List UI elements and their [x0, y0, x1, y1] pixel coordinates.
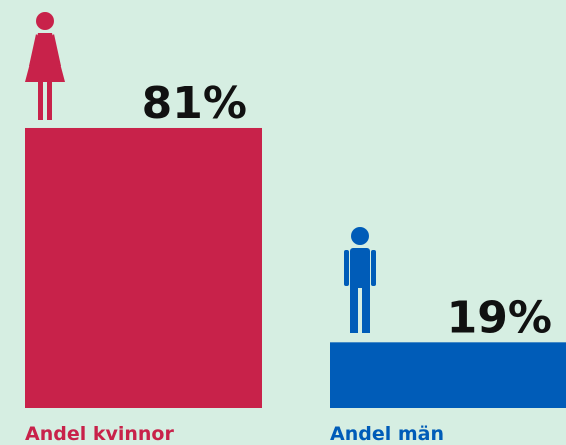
value-label: 19%: [447, 292, 552, 343]
category-label: Andel kvinnor: [25, 423, 174, 445]
bar: [25, 127, 262, 408]
value-label: 81%: [142, 78, 247, 129]
bar: [330, 342, 566, 408]
female-icon: [25, 12, 65, 120]
category-label: Andel män: [330, 423, 444, 445]
male-icon: [344, 227, 376, 333]
